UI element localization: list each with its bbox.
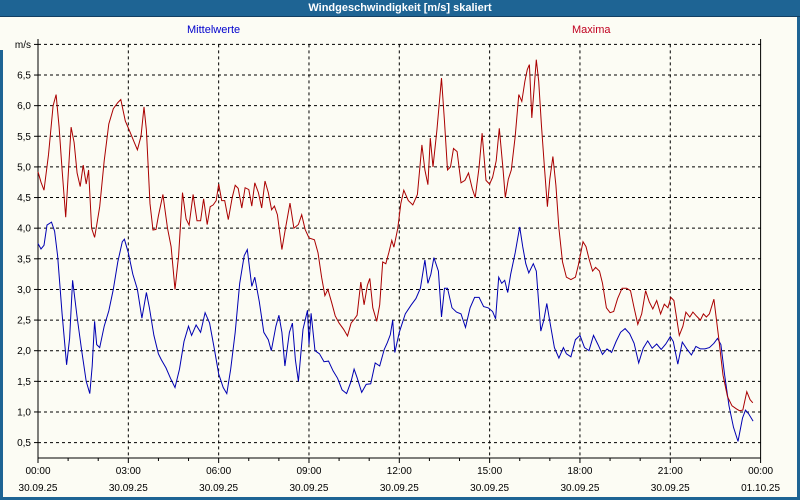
x-date-label: 30.09.25 <box>109 483 148 494</box>
y-tick-label: 2,0 <box>17 346 31 357</box>
window-frame-left <box>0 50 3 500</box>
x-date-label: 30.09.25 <box>290 483 329 494</box>
y-tick-label: 4,5 <box>17 193 31 204</box>
y-tick-label: 6,0 <box>17 101 31 112</box>
y-unit-label: m/s <box>15 40 31 51</box>
x-time-label: 00:00 <box>25 466 50 477</box>
x-date-label: 30.09.25 <box>560 483 599 494</box>
x-date-label: 30.09.25 <box>199 483 238 494</box>
y-tick-label: 4,0 <box>17 224 31 235</box>
x-time-label: 21:00 <box>658 466 683 477</box>
y-tick-label: 5,0 <box>17 162 31 173</box>
x-time-label: 15:00 <box>477 466 502 477</box>
window-frame-right <box>797 17 800 500</box>
window-titlebar: Windgeschwindigkeit [m/s] skaliert <box>0 0 800 17</box>
y-tick-label: 3,0 <box>17 285 31 296</box>
x-date-label: 30.09.25 <box>19 483 58 494</box>
x-time-label: 09:00 <box>296 466 321 477</box>
series-line-maxima <box>37 59 754 412</box>
y-tick-label: 1,5 <box>17 377 31 388</box>
series-line-mittelwerte <box>37 221 754 442</box>
window-title: Windgeschwindigkeit [m/s] skaliert <box>308 2 492 14</box>
x-time-label: 06:00 <box>206 466 231 477</box>
x-time-label: 03:00 <box>116 466 141 477</box>
x-time-label: 00:00 <box>748 466 773 477</box>
y-tick-label: 5,5 <box>17 132 31 143</box>
legend-label-mittelwerte: Mittelwerte <box>187 24 241 36</box>
x-date-label: 30.09.25 <box>470 483 509 494</box>
y-tick-label: 6,5 <box>17 71 31 82</box>
window-frame-bottom <box>0 497 800 500</box>
y-tick-label: 3,5 <box>17 254 31 265</box>
y-tick-label: 1,0 <box>17 407 31 418</box>
x-time-label: 12:00 <box>387 466 412 477</box>
x-date-label: 30.09.25 <box>380 483 419 494</box>
x-date-label: 01.10.25 <box>741 483 780 494</box>
x-time-label: 18:00 <box>567 466 592 477</box>
y-tick-label: 2,5 <box>17 316 31 327</box>
legend-label-maxima: Maxima <box>572 24 611 36</box>
x-date-label: 30.09.25 <box>651 483 690 494</box>
y-tick-label: 0,5 <box>17 438 31 449</box>
